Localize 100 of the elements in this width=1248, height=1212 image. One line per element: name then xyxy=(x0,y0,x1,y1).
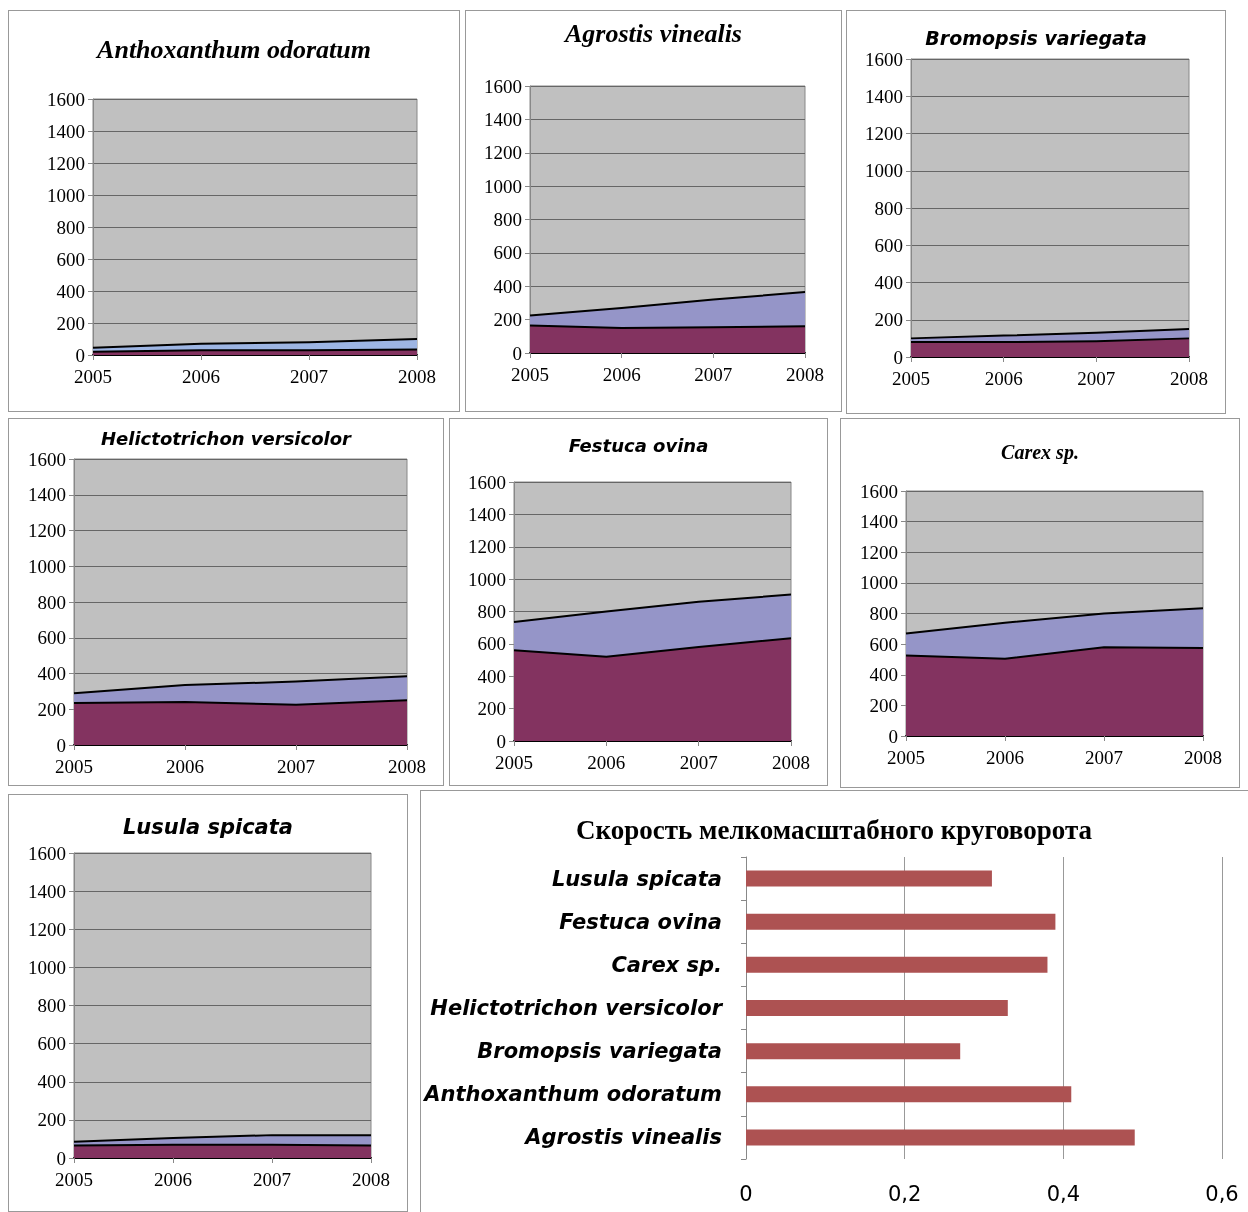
y-tick-label: 0 xyxy=(75,344,85,366)
chart-title: Скорость мелкомасштабного круговорота xyxy=(576,814,1093,845)
x-tick-label: 0,4 xyxy=(1046,1181,1081,1206)
y-tick-label: 1400 xyxy=(47,120,85,142)
y-tick-label: 200 xyxy=(56,312,85,334)
chart-title: Carex sp. xyxy=(1001,441,1079,464)
y-tick-label: 1600 xyxy=(865,48,903,70)
y-tick-label: 200 xyxy=(477,698,506,720)
x-tick-label: 2007 xyxy=(694,364,733,385)
y-tick-label: 1000 xyxy=(47,184,85,206)
x-tick-label: 0 xyxy=(739,1181,753,1206)
y-tick-label: Festuca ovina xyxy=(559,909,722,934)
x-tick-label: 2007 xyxy=(277,756,315,777)
y-tick-label: 800 xyxy=(493,209,522,230)
y-tick-label: 400 xyxy=(37,1071,66,1093)
y-tick-label: 200 xyxy=(493,309,522,331)
x-tick-label: 2006 xyxy=(154,1169,192,1190)
chart-title: Lusula spicata xyxy=(122,814,294,839)
y-tick-label: 1200 xyxy=(484,142,522,164)
y-tick-label: 400 xyxy=(493,275,522,297)
y-tick-label: 0 xyxy=(893,346,903,368)
x-tick-label: 2005 xyxy=(887,747,925,768)
y-tick-label: 600 xyxy=(493,242,522,264)
y-tick-label: 1000 xyxy=(860,572,898,594)
y-tick-label: 1000 xyxy=(28,555,66,577)
y-tick-label: 1600 xyxy=(47,88,85,110)
y-tick-label: 1200 xyxy=(28,520,66,541)
y-tick-label: 1400 xyxy=(28,484,66,506)
y-tick-label: 200 xyxy=(869,694,898,716)
chart-title: Bromopsis variegata xyxy=(925,26,1147,49)
x-tick-label: 2007 xyxy=(1085,747,1123,768)
y-tick-label: 0 xyxy=(888,725,898,747)
x-tick-label: 2006 xyxy=(602,364,641,385)
y-tick-label: 1400 xyxy=(484,108,522,130)
y-tick-label: 200 xyxy=(874,309,903,331)
y-tick-label: 1600 xyxy=(28,448,66,470)
y-tick-label: 1400 xyxy=(860,511,898,533)
x-tick-label: 2008 xyxy=(772,752,810,773)
x-tick-label: 2005 xyxy=(55,1169,93,1190)
x-tick-label: 2008 xyxy=(1184,747,1222,768)
y-tick-label: 600 xyxy=(477,633,506,655)
x-tick-label: 2008 xyxy=(388,756,426,777)
y-tick-label: 1600 xyxy=(860,480,898,502)
y-tick-label: 1200 xyxy=(865,123,903,144)
y-tick-label: 600 xyxy=(874,234,903,256)
y-tick-label: 400 xyxy=(874,272,903,293)
bar xyxy=(746,1129,1135,1146)
bar xyxy=(746,913,1056,930)
y-tick-label: Anthoxanthum odoratum xyxy=(422,1082,722,1107)
y-tick-label: 1200 xyxy=(47,152,85,174)
y-tick-label: 0 xyxy=(496,730,506,752)
x-tick-label: 2008 xyxy=(352,1169,390,1190)
y-tick-label: 400 xyxy=(477,665,506,687)
x-tick-label: 2006 xyxy=(587,752,626,773)
x-tick-label: 2007 xyxy=(253,1169,291,1190)
y-tick-label: 800 xyxy=(874,197,903,219)
bar xyxy=(746,956,1048,973)
y-tick-label: 1600 xyxy=(468,471,506,493)
x-tick-label: 2006 xyxy=(182,366,220,387)
y-tick-label: 800 xyxy=(37,591,66,613)
y-tick-label: 0 xyxy=(56,1147,66,1169)
x-tick-label: 2006 xyxy=(984,368,1023,389)
y-tick-label: 600 xyxy=(56,248,85,270)
y-tick-label: 1000 xyxy=(865,160,903,182)
y-tick-label: 600 xyxy=(37,1033,66,1055)
y-tick-label: 400 xyxy=(869,664,898,686)
y-tick-label: 1000 xyxy=(468,568,506,590)
y-tick-label: 0 xyxy=(512,342,522,364)
y-tick-label: 200 xyxy=(37,1109,66,1131)
y-tick-label: 1400 xyxy=(28,880,66,902)
x-tick-label: 2006 xyxy=(166,756,204,777)
y-tick-label: Bromopsis variegata xyxy=(477,1039,722,1064)
y-tick-label: Helictotrichon versicolor xyxy=(430,996,724,1020)
x-tick-label: 2007 xyxy=(1077,368,1116,389)
x-tick-label: 2005 xyxy=(892,368,930,389)
y-tick-label: 1400 xyxy=(865,85,903,107)
x-tick-label: 2005 xyxy=(55,756,93,777)
x-tick-label: 2006 xyxy=(986,747,1024,768)
bar xyxy=(746,1000,1008,1016)
x-tick-label: 0,2 xyxy=(887,1181,922,1206)
y-tick-label: 1000 xyxy=(28,956,66,978)
y-tick-label: 1600 xyxy=(484,75,522,97)
y-tick-label: 600 xyxy=(869,633,898,655)
y-tick-label: 1200 xyxy=(468,536,506,558)
y-tick-label: 1600 xyxy=(28,842,66,864)
y-tick-label: Carex sp. xyxy=(611,952,722,977)
x-tick-label: 2007 xyxy=(290,366,328,387)
y-tick-label: 1200 xyxy=(28,918,66,940)
y-tick-label: 1400 xyxy=(468,503,506,525)
y-tick-label: 800 xyxy=(869,603,898,624)
bar xyxy=(746,1043,961,1060)
chart-title: Anthoxanthum odoratum xyxy=(95,34,371,64)
x-tick-label: 2005 xyxy=(74,366,112,387)
y-tick-label: 800 xyxy=(37,995,66,1016)
y-tick-label: 200 xyxy=(37,698,66,720)
y-tick-label: 400 xyxy=(56,280,85,302)
y-tick-label: Lusula spicata xyxy=(551,866,722,891)
y-tick-label: 1200 xyxy=(860,541,898,563)
y-tick-label: 1000 xyxy=(484,175,522,197)
bar xyxy=(746,1086,1072,1103)
